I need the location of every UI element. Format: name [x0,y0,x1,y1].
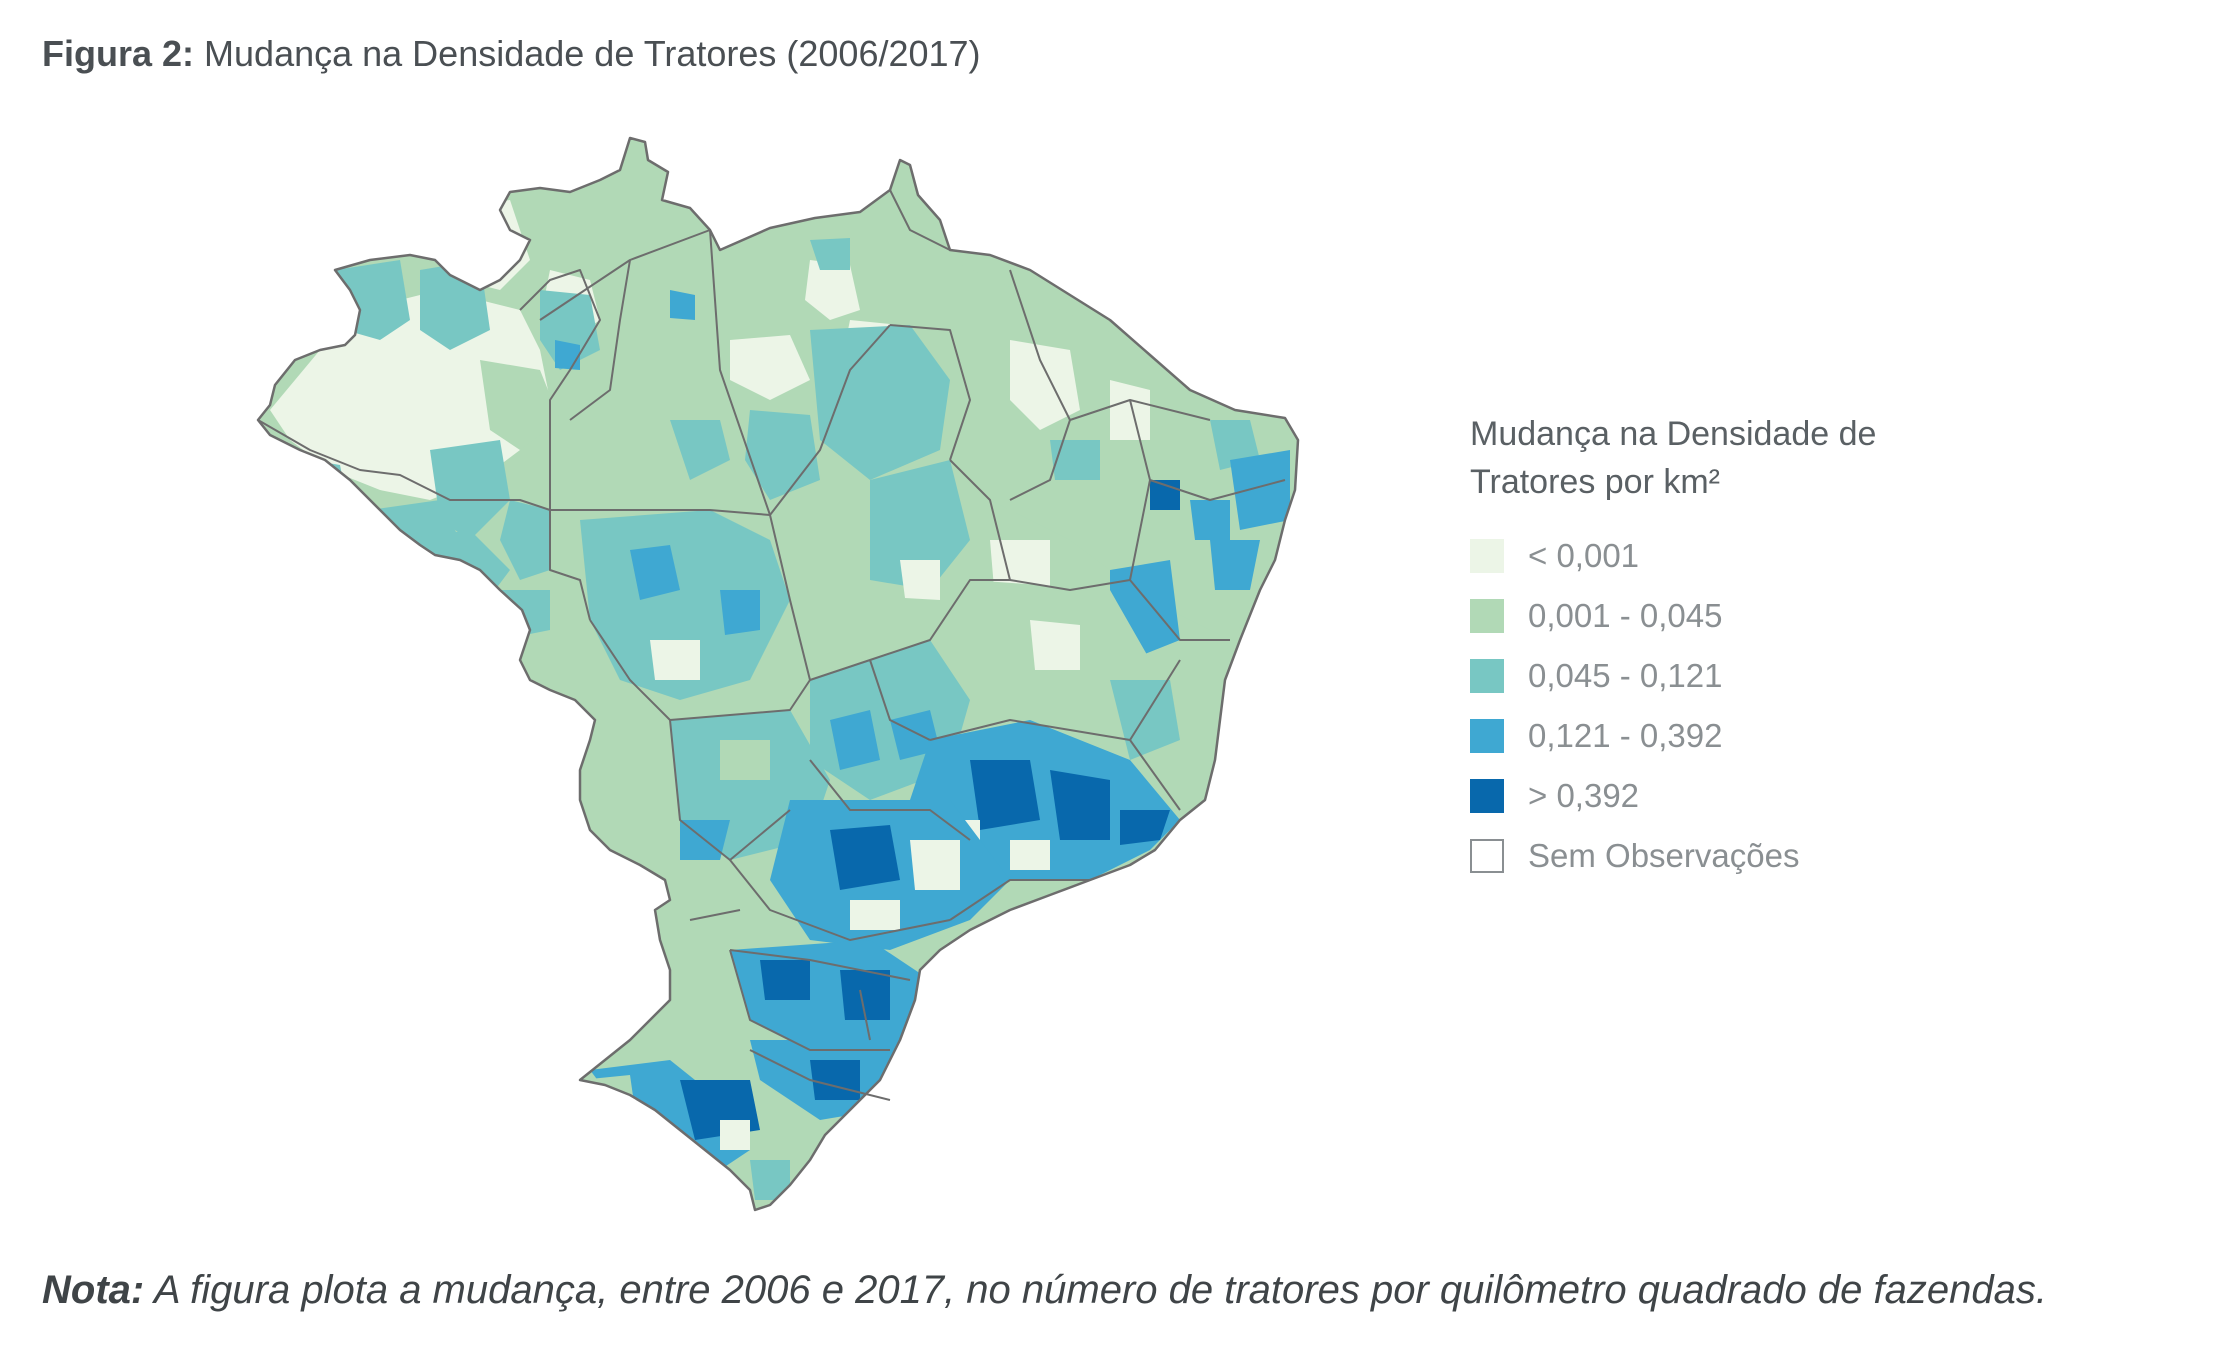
legend-swatch [1470,779,1504,813]
figure-title-text: Mudança na Densidade de Tratores (2006/2… [204,33,981,74]
legend-item: > 0,392 [1470,766,1990,826]
legend-swatch [1470,719,1504,753]
figure-label: Figura 2: [42,33,195,74]
figure-note: Nota: A figura plota a mudança, entre 20… [42,1262,2047,1318]
legend-item: 0,001 - 0,045 [1470,586,1990,646]
map-legend: Mudança na Densidade de Tratores por km²… [1470,410,1990,886]
legend-swatch [1470,599,1504,633]
legend-item: 0,045 - 0,121 [1470,646,1990,706]
legend-label: Sem Observações [1528,837,1800,874]
legend-item: 0,121 - 0,392 [1470,706,1990,766]
legend-item: < 0,001 [1470,526,1990,586]
legend-label: > 0,392 [1528,777,1640,814]
legend-item: Sem Observações [1470,826,1990,886]
legend-swatch [1470,539,1504,573]
legend-title-line1: Mudança na Densidade de [1470,415,1877,453]
legend-swatch [1470,839,1504,873]
legend-items: < 0,001 0,001 - 0,045 0,045 - 0,121 0,121 -… [1470,526,1990,886]
legend-label: 0,045 - 0,121 [1528,657,1723,694]
note-label: Nota: [42,1268,145,1312]
legend-title: Mudança na Densidade de Tratores por km² [1470,410,1990,506]
legend-title-line2: Tratores por km² [1470,463,1721,501]
note-text: A figura plota a mudança, entre 2006 e 2… [153,1268,2047,1312]
legend-label: 0,121 - 0,392 [1528,717,1723,754]
brazil-map [250,120,1350,1230]
figure-title: Figura 2: Mudança na Densidade de Trator… [42,28,981,80]
legend-swatch [1470,659,1504,693]
legend-label: 0,001 - 0,045 [1528,597,1723,634]
legend-label: < 0,001 [1528,537,1640,574]
brazil-map-svg [256,136,1300,1212]
